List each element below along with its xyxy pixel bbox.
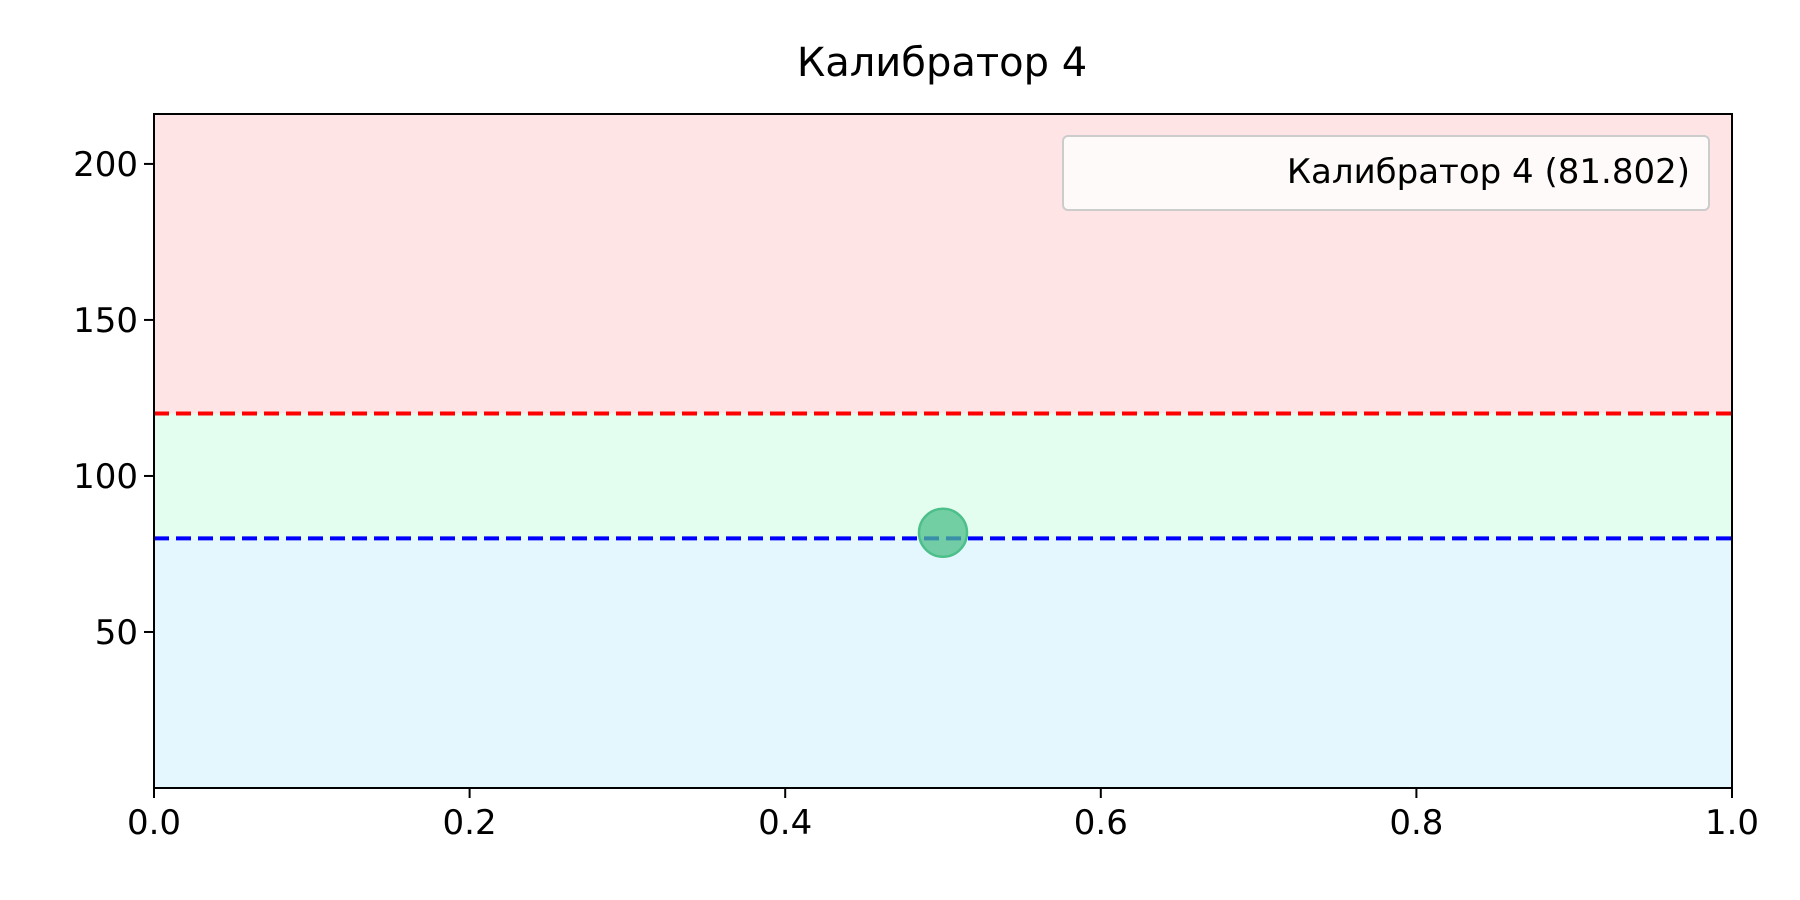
y-axis: 50 100 150 200 bbox=[73, 145, 154, 653]
y-tick-label-0: 50 bbox=[95, 613, 138, 653]
legend-entry-label: Калибратор 4 (81.802) bbox=[1287, 152, 1690, 192]
x-tick-label-4: 0.8 bbox=[1389, 803, 1443, 843]
legend-box bbox=[1062, 135, 1710, 211]
x-tick-label-0: 0.0 bbox=[127, 803, 181, 843]
x-tick-label-1: 0.2 bbox=[443, 803, 497, 843]
background-bands bbox=[154, 114, 1732, 788]
band-0 bbox=[154, 538, 1732, 788]
x-tick-label-5: 1.0 bbox=[1705, 803, 1759, 843]
data-points bbox=[917, 507, 969, 558]
y-tick-label-2: 150 bbox=[73, 301, 138, 341]
x-tick-label-2: 0.4 bbox=[758, 803, 812, 843]
y-tick-label-3: 200 bbox=[73, 145, 138, 185]
chart-title: Калибратор 4 bbox=[797, 40, 1087, 86]
x-tick-label-3: 0.6 bbox=[1074, 803, 1128, 843]
legend: Калибратор 4 (81.802) bbox=[1062, 135, 1710, 211]
y-tick-label-1: 100 bbox=[73, 457, 138, 497]
x-axis: 0.0 0.2 0.4 0.6 0.8 1.0 bbox=[127, 788, 1759, 843]
plot-frame bbox=[153, 113, 1733, 789]
data-point-0-0 bbox=[917, 507, 969, 558]
